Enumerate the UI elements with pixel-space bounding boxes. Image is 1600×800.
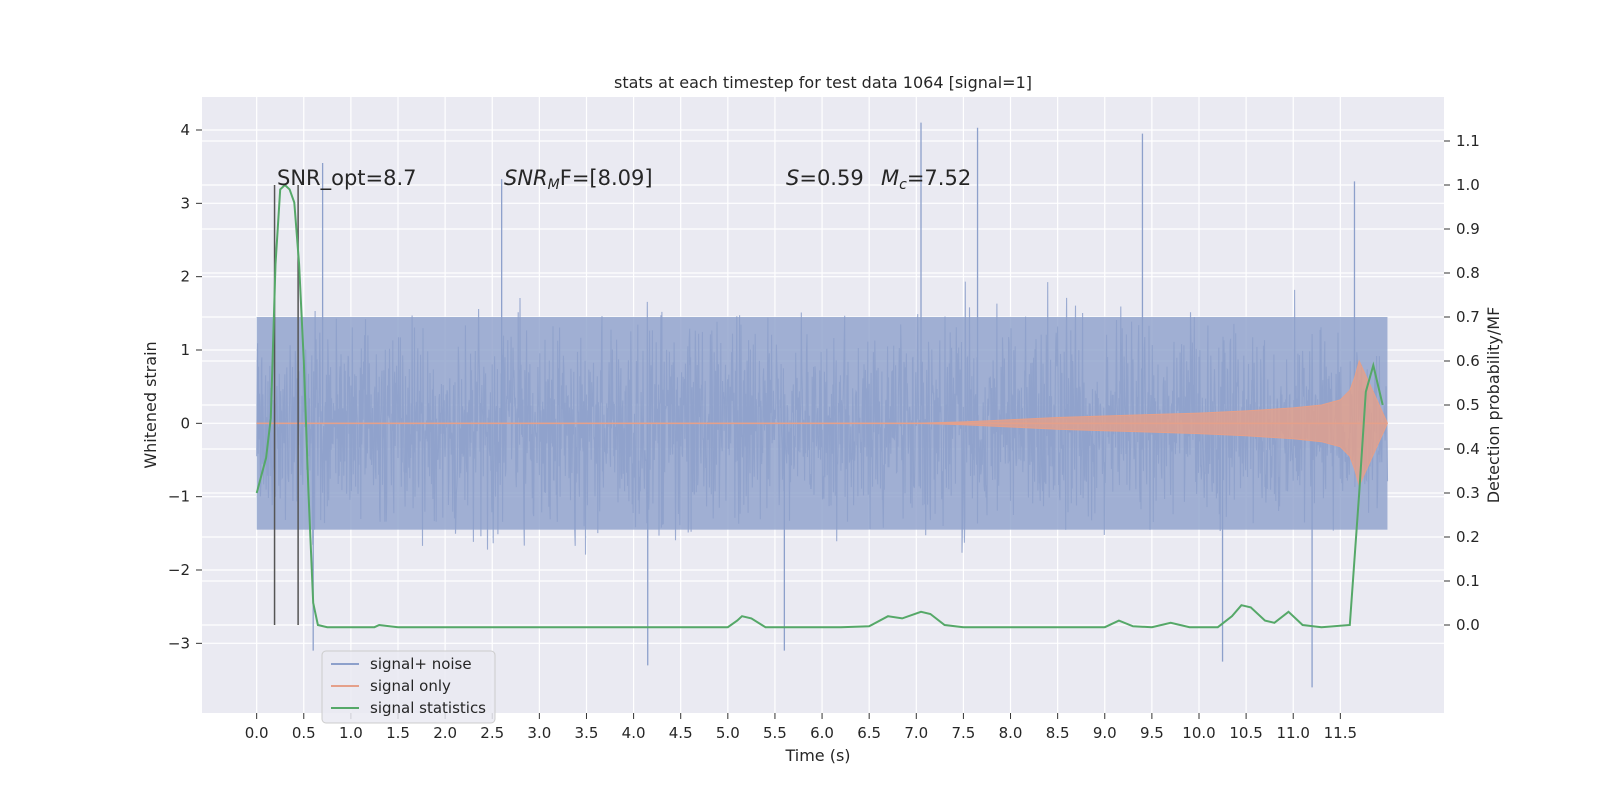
chart-title: stats at each timestep for test data 106…: [614, 73, 1032, 92]
x-tick-label: 2.0: [433, 724, 457, 742]
y-tick-label-left: 1: [180, 341, 190, 359]
legend-label-signal: signal only: [370, 677, 451, 695]
axes: 0.0 0.5 1.0 1.5 2.0 2.5 3.0 3.5 4.0 4.5 5.0 5.5 6.0 6…: [168, 121, 1480, 742]
y-tick-label-right: 1.1: [1456, 132, 1480, 150]
y-tick-label-right: 0.6: [1456, 352, 1480, 370]
x-tick-label: 4.0: [622, 724, 646, 742]
legend: signal+ noise signal only signal statist…: [321, 650, 496, 724]
x-tick-label: 4.5: [669, 724, 693, 742]
x-tick-label: 7.5: [951, 724, 975, 742]
y-tick-label-right: 0.7: [1456, 308, 1480, 326]
x-tick-label: 6.5: [857, 724, 881, 742]
x-tick-label: 9.5: [1140, 724, 1164, 742]
y-tick-label-left: −3: [168, 634, 190, 652]
x-tick-label: 0.5: [292, 724, 316, 742]
y-tick-label-left: 2: [180, 268, 190, 286]
x-tick-label: 11.5: [1324, 724, 1357, 742]
x-tick-label: 6.0: [810, 724, 834, 742]
signal-only-series: [256, 359, 1389, 488]
x-tick-label: 7.0: [904, 724, 928, 742]
x-tick-label: 3.5: [575, 724, 599, 742]
y-tick-label-right: 0.5: [1456, 396, 1480, 414]
x-tick-label: 3.0: [527, 724, 551, 742]
signal-statistics-series: [255, 183, 1384, 629]
y-tick-label-left: 0: [180, 414, 190, 432]
chirp-mass-sub: c: [899, 177, 907, 193]
y-tick-label-right: 0.3: [1456, 484, 1480, 502]
chirp-mass-annotation: Mc=7.52: [881, 166, 971, 193]
y-tick-label-right: 0.1: [1456, 572, 1480, 590]
x-tick-label: 10.5: [1229, 724, 1262, 742]
x-tick-label: 0.0: [245, 724, 269, 742]
x-tick-label: 11.0: [1277, 724, 1310, 742]
chirp-mass-italic: M: [881, 166, 899, 190]
x-tick-label: 2.5: [480, 724, 504, 742]
y-tick-label-right: 0.2: [1456, 528, 1480, 546]
spin-rest: =0.59: [799, 166, 863, 190]
x-tick-label: 8.0: [999, 724, 1023, 742]
snr-mf-sub: M: [548, 177, 560, 193]
y-tick-label-right: 0.4: [1456, 440, 1480, 458]
y-axis-label-left: Whitened strain: [141, 341, 160, 468]
stats-line: [255, 183, 1384, 629]
legend-label-stats: signal statistics: [370, 699, 486, 717]
snr-mf-rest: F=[8.09]: [560, 166, 653, 190]
x-tick-label: 8.5: [1046, 724, 1070, 742]
snr-opt-annotation: SNR_opt=8.7: [277, 166, 417, 191]
x-tick-label: 10.0: [1182, 724, 1215, 742]
x-axis-label: Time (s): [784, 746, 850, 765]
chirp-mass-rest: =7.52: [907, 166, 971, 190]
x-tick-label: 5.5: [763, 724, 787, 742]
legend-label-noise: signal+ noise: [370, 655, 472, 673]
y-tick-label-left: 4: [180, 121, 190, 139]
x-tick-label: 9.0: [1093, 724, 1117, 742]
legend-box: [321, 650, 496, 724]
y-tick-label-right: 0.0: [1456, 616, 1480, 634]
x-tick-label: 5.0: [716, 724, 740, 742]
snr-mf-italic: SNR: [504, 166, 548, 190]
x-tick-label: 1.0: [339, 724, 363, 742]
y-tick-label-right: 0.8: [1456, 264, 1480, 282]
spin-annotation: S=0.59: [786, 166, 864, 190]
y-tick-label-left: −1: [168, 488, 190, 506]
spin-italic: S: [786, 166, 799, 190]
y-tick-label-left: −2: [168, 561, 190, 579]
y-tick-label-left: 3: [180, 194, 190, 212]
x-tick-label: 1.5: [386, 724, 410, 742]
y-axis-label-right: Detection probability/MF: [1484, 307, 1503, 504]
y-tick-label-right: 1.0: [1456, 176, 1480, 194]
y-tick-label-right: 0.9: [1456, 220, 1480, 238]
snr-mf-annotation: SNRMF=[8.09]: [504, 166, 653, 193]
